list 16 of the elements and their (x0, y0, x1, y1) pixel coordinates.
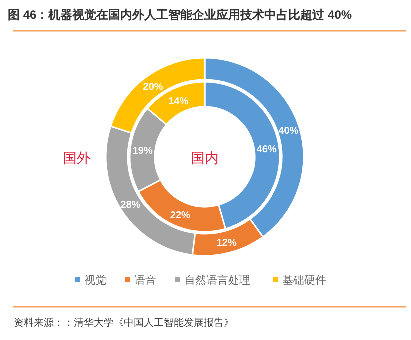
legend-label: 自然语言处理 (184, 274, 250, 287)
data-label: 22% (170, 210, 191, 222)
legend-label: 视觉 (84, 274, 106, 287)
data-label: 20% (143, 82, 164, 93)
slice-label: 国外 (63, 150, 91, 166)
data-label: 46% (256, 144, 278, 156)
data-label: 12% (216, 238, 237, 250)
data-label: 28% (120, 200, 141, 212)
data-label: 40% (278, 126, 299, 137)
data-label: 19% (132, 146, 153, 158)
legend-label: 语音 (134, 274, 156, 287)
chart-title: 图 46：机器视觉在国内外人工智能企业应用技术中占比超过 40% (8, 8, 352, 22)
data-label: 14% (168, 96, 189, 108)
slice-label: 国内 (191, 150, 219, 166)
legend-label: 基础硬件 (282, 274, 326, 287)
text: 资料来源：：清华大学《中国人工智能发展报告》 (14, 317, 234, 329)
